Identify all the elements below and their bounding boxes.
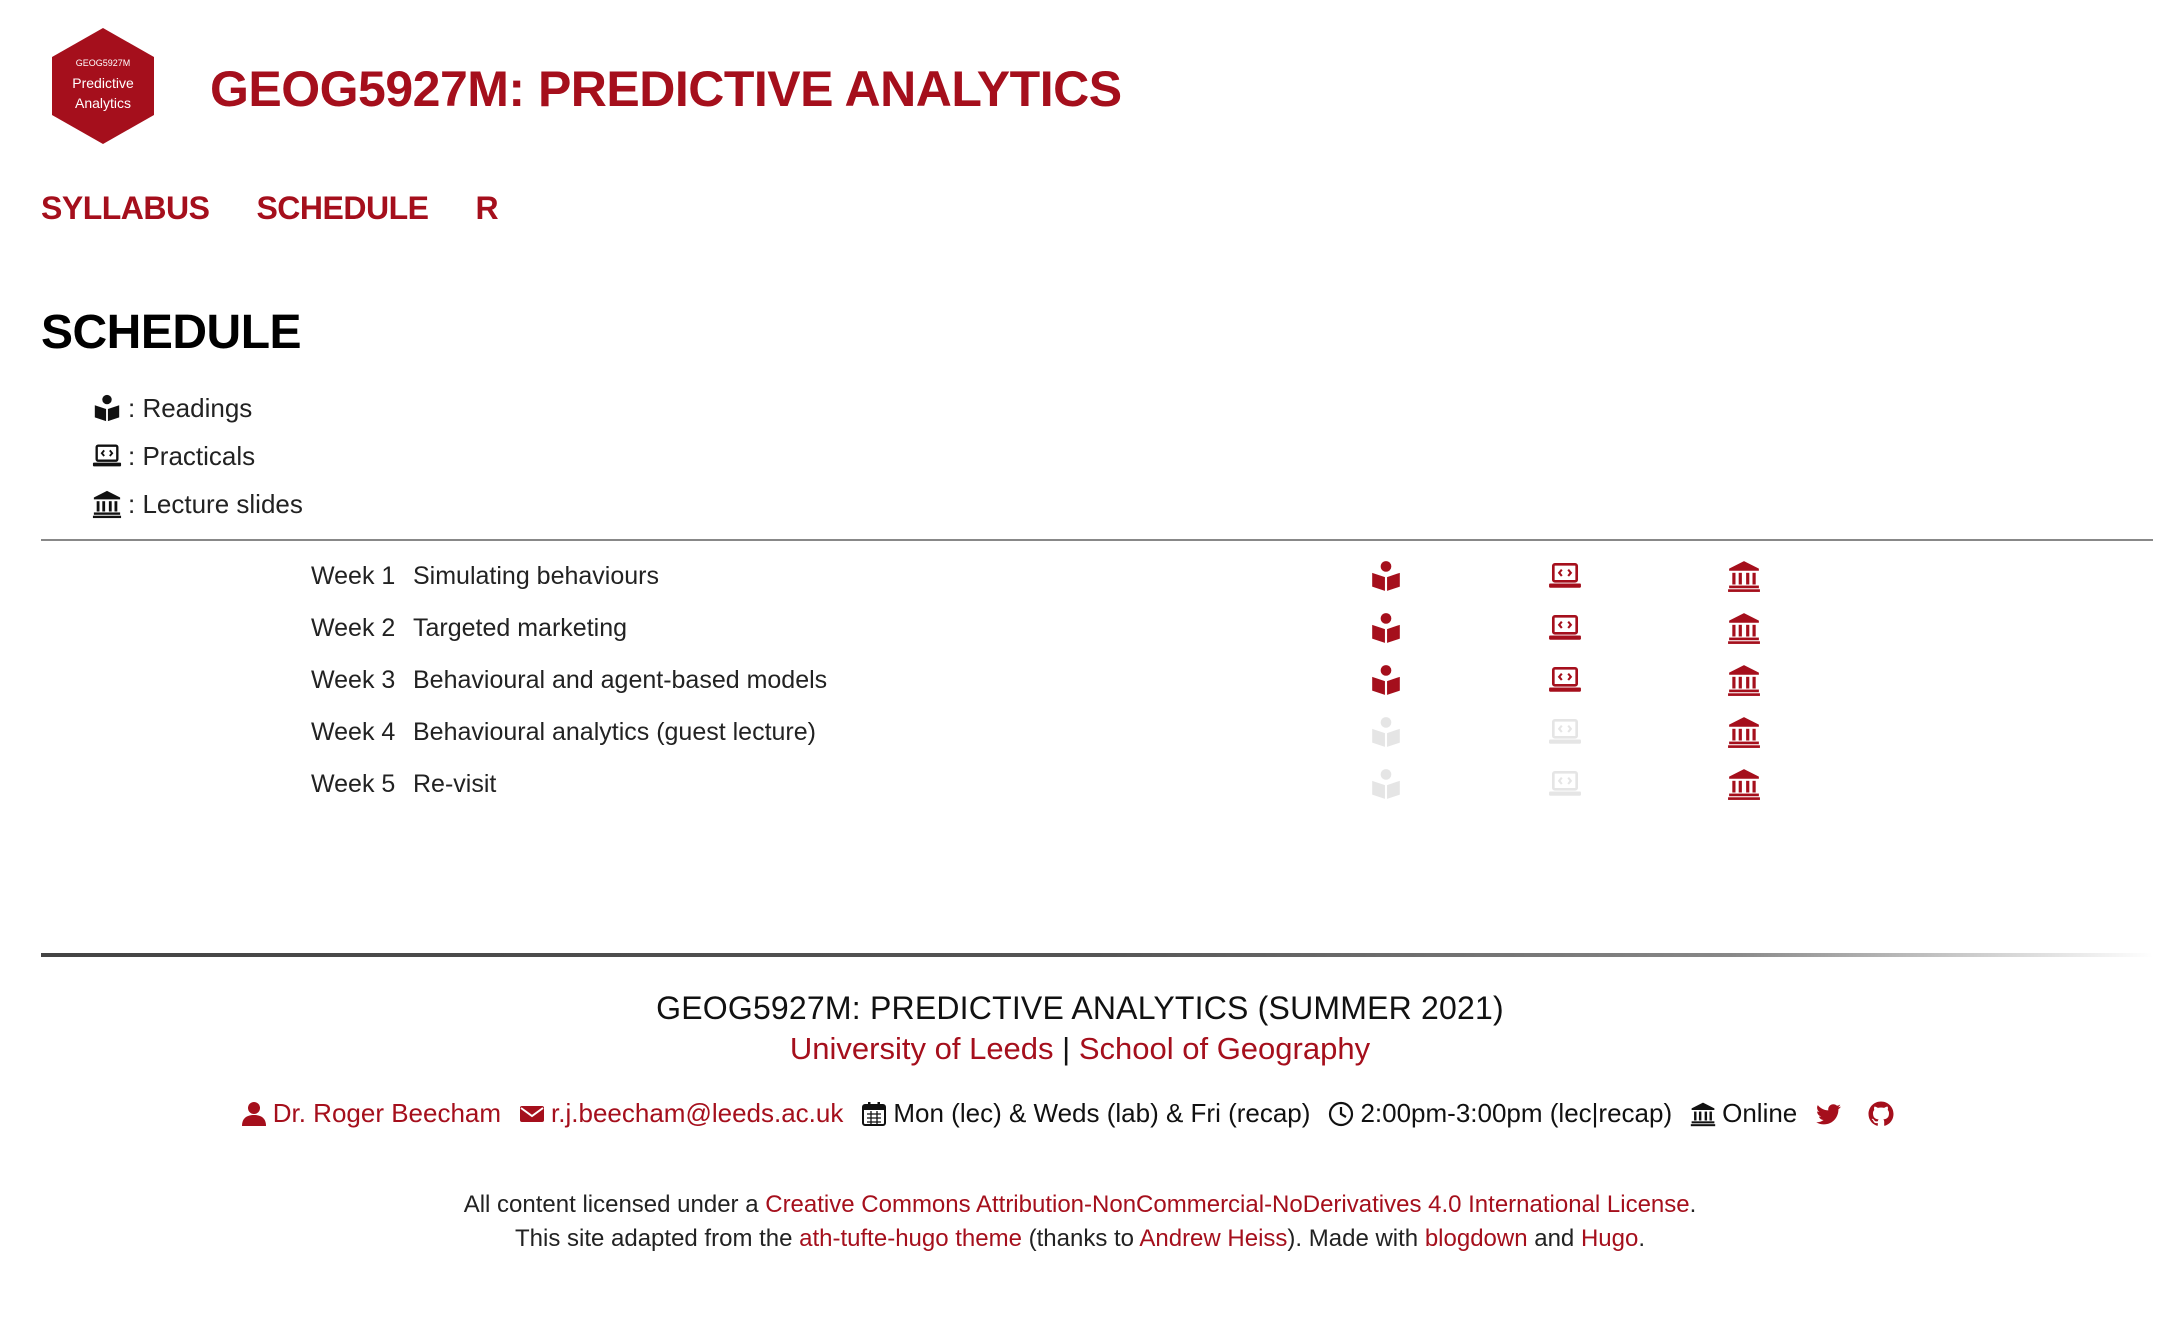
footer-separator: |	[1053, 1031, 1079, 1066]
university-icon	[1690, 1102, 1716, 1126]
legend-readings-label: : Readings	[128, 392, 253, 423]
meeting-days: Mon (lec) & Weds (lab) & Fri (recap)	[861, 1098, 1310, 1129]
footer-divider	[41, 953, 2153, 957]
nav-syllabus[interactable]: SYLLABUS	[41, 190, 210, 226]
slides-link[interactable]	[1726, 714, 1762, 750]
blogdown-link[interactable]: blogdown	[1424, 1225, 1528, 1252]
practicals-link	[1547, 714, 1583, 750]
user-icon	[241, 1101, 266, 1126]
footer-title: GEOG5927M: PREDICTIVE ANALYTICS (SUMMER …	[656, 990, 1504, 1026]
author-link[interactable]: Andrew Heiss	[1139, 1225, 1288, 1252]
envelope-icon	[520, 1105, 545, 1122]
readings-link[interactable]	[1368, 610, 1404, 646]
legend-practicals: : Practicals	[92, 432, 303, 480]
week-topic: Simulating behaviours	[413, 562, 659, 590]
schedule-row: Week 5 Re-visit	[0, 760, 2160, 812]
practicals-link[interactable]	[1547, 662, 1583, 698]
university-icon	[1728, 613, 1760, 644]
theme-link[interactable]: ath-tufte-hugo theme	[799, 1225, 1022, 1252]
university-icon	[1728, 561, 1760, 592]
license-notice: All content licensed under a Creative Co…	[0, 1188, 2160, 1256]
laptop-code-icon	[1549, 718, 1581, 744]
page-title: SCHEDULE	[41, 306, 302, 359]
book-reader-icon	[1372, 561, 1400, 591]
instructor-link[interactable]: Dr. Roger Beecham	[241, 1098, 501, 1129]
credits-line: This site adapted from the ath-tufte-hug…	[514, 1225, 1645, 1252]
book-reader-icon	[92, 393, 122, 423]
week-label: Week 1	[311, 562, 396, 590]
practicals-link[interactable]	[1547, 558, 1583, 594]
university-icon	[92, 489, 122, 519]
book-reader-icon	[1372, 769, 1400, 799]
footer: GEOG5927M: PREDICTIVE ANALYTICS (SUMMER …	[0, 990, 2160, 1252]
readings-link	[1368, 714, 1404, 750]
slides-link[interactable]	[1726, 766, 1762, 802]
laptop-code-icon	[92, 441, 122, 471]
university-link[interactable]: University of Leeds	[789, 1031, 1054, 1066]
license-line: All content licensed under a Creative Co…	[463, 1191, 1697, 1218]
book-reader-icon	[1372, 613, 1400, 643]
icon-legend: : Readings : Practicals : Lecture slides	[92, 384, 303, 528]
schedule-row: Week 1 Simulating behaviours	[0, 552, 2160, 604]
main-nav: SYLLABUS SCHEDULE R	[41, 190, 499, 227]
twitter-link[interactable]	[1815, 1100, 1849, 1128]
legend-slides-label: : Lecture slides	[128, 488, 303, 519]
laptop-code-icon	[1549, 666, 1581, 692]
nav-schedule[interactable]: SCHEDULE	[256, 190, 429, 226]
legend-slides: : Lecture slides	[92, 480, 303, 528]
week-topic: Targeted marketing	[413, 614, 628, 642]
site-title[interactable]: GEOG5927M: PREDICTIVE ANALYTICS	[210, 61, 1122, 117]
svg-text:GEOG5927M: GEOG5927M	[76, 58, 131, 68]
readings-link[interactable]	[1368, 662, 1404, 698]
github-link[interactable]	[1867, 1100, 1901, 1128]
laptop-code-icon	[1549, 770, 1581, 796]
calendar-icon	[862, 1101, 887, 1126]
nav-r[interactable]: R	[475, 190, 499, 226]
week-topic: Re-visit	[413, 770, 497, 798]
contact-bar: Dr. Roger Beecham r.j.beecham@leeds.ac.u…	[0, 1098, 2160, 1129]
laptop-code-icon	[1549, 614, 1581, 640]
svg-text:Predictive: Predictive	[72, 75, 134, 91]
university-icon	[1728, 665, 1760, 696]
schedule-row: Week 2 Targeted marketing	[0, 604, 2160, 656]
email-link[interactable]: r.j.beecham@leeds.ac.uk	[519, 1098, 843, 1129]
week-topic: Behavioural analytics (guest lecture)	[413, 718, 816, 746]
laptop-code-icon	[1549, 562, 1581, 588]
license-link[interactable]: Creative Commons Attribution-NonCommerci…	[765, 1191, 1690, 1218]
schedule-row: Week 4 Behavioural analytics (guest lectu…	[0, 708, 2160, 760]
schedule-row: Week 3 Behavioural and agent-based models	[0, 656, 2160, 708]
week-label: Week 4	[311, 718, 396, 746]
course-logo[interactable]: GEOG5927M Predictive Analytics	[48, 26, 158, 146]
legend-readings: : Readings	[92, 384, 303, 432]
github-icon	[1868, 1101, 1894, 1126]
book-reader-icon	[1372, 665, 1400, 695]
practicals-link	[1547, 766, 1583, 802]
meeting-time: 2:00pm-3:00pm (lec|recap)	[1328, 1098, 1672, 1129]
readings-link	[1368, 766, 1404, 802]
meeting-location: Online	[1690, 1098, 1797, 1129]
readings-link[interactable]	[1368, 558, 1404, 594]
practicals-link[interactable]	[1547, 610, 1583, 646]
university-icon	[1728, 769, 1760, 800]
university-icon	[1728, 717, 1760, 748]
twitter-icon	[1816, 1103, 1842, 1124]
slides-link[interactable]	[1726, 558, 1762, 594]
legend-practicals-label: : Practicals	[128, 440, 256, 471]
school-link[interactable]: School of Geography	[1078, 1031, 1371, 1066]
book-reader-icon	[1372, 717, 1400, 747]
week-topic: Behavioural and agent-based models	[413, 666, 828, 694]
clock-icon	[1329, 1101, 1354, 1126]
week-label: Week 2	[311, 614, 396, 642]
slides-link[interactable]	[1726, 662, 1762, 698]
hugo-link[interactable]: Hugo	[1580, 1225, 1639, 1252]
slides-link[interactable]	[1726, 610, 1762, 646]
footer-institution: University of Leeds | School of Geograph…	[0, 1031, 2160, 1067]
svg-text:Analytics: Analytics	[75, 95, 131, 111]
divider	[41, 539, 2153, 541]
week-label: Week 3	[311, 666, 396, 694]
week-label: Week 5	[311, 770, 396, 798]
